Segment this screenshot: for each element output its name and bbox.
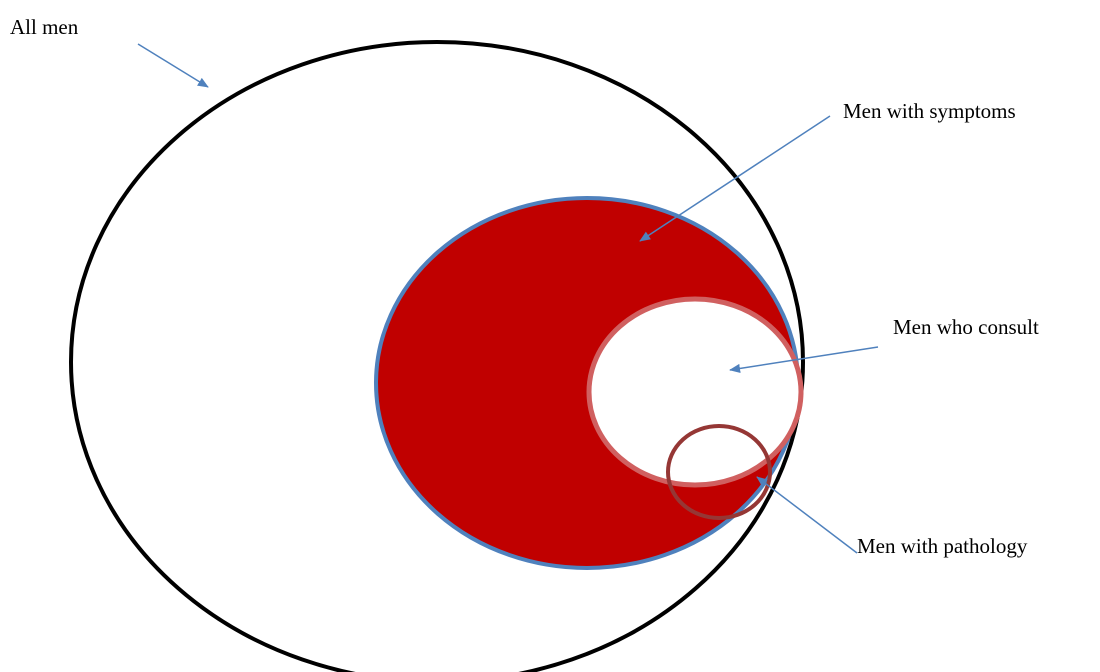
consult-arrow — [729, 346, 879, 373]
label-men-with-symptoms: Men with symptoms — [843, 99, 1016, 123]
pathology-arrow — [756, 476, 858, 554]
label-men-with-pathology: Men with pathology — [857, 534, 1028, 558]
label-men-who-consult: Men who consult — [893, 315, 1039, 339]
label-all-men: All men — [10, 15, 79, 39]
all-men-circle — [69, 40, 805, 672]
symptoms-arrow — [639, 115, 831, 242]
consult-circle — [586, 296, 804, 488]
pathology-circle — [666, 424, 772, 520]
all-men-arrow — [137, 43, 209, 88]
